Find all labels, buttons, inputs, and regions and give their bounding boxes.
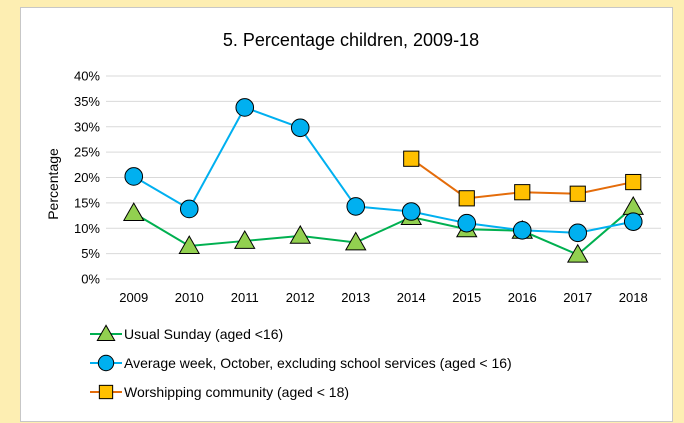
legend-item: Worshipping community (aged < 18) [90,384,349,400]
triangle-marker [566,243,589,263]
x-tick-label: 2018 [619,290,648,305]
circle-marker [235,98,255,117]
x-tick-label: 2013 [341,290,370,305]
square-marker [403,150,420,167]
y-tick-label: 15% [74,195,100,210]
y-axis-title: Percentage [45,148,61,220]
y-tick-label: 35% [74,94,100,109]
y-axis-ticks: 0% 5% 10% 15% 20% 25% 30% 35% 40% [74,69,100,287]
series-line [133,206,634,256]
y-tick-label: 40% [74,69,100,84]
x-tick-label: 2010 [175,290,204,305]
series-line [133,106,634,234]
legend-item: Average week, October, excluding school … [90,354,512,372]
circle-marker [124,167,144,186]
x-tick-label: 2016 [508,290,537,305]
square-marker [514,184,531,201]
circle-marker [401,202,421,221]
square-marker [625,173,642,191]
chart-title: 5. Percentage children, 2009-18 [223,30,479,50]
x-tick-label: 2015 [452,290,481,305]
legend-label: Worshipping community (aged < 18) [124,384,349,400]
series-3 [403,150,642,207]
y-tick-label: 5% [81,246,100,261]
legend: Usual Sunday (aged <16) Average week, Oct… [90,324,512,400]
y-tick-label: 10% [74,221,100,236]
triangle-marker [622,196,645,215]
x-tick-label: 2011 [231,290,259,305]
series-2 [124,98,643,243]
triangle-marker [233,230,256,249]
circle-marker [512,220,532,240]
chart-panel: 5. Percentage children, 2009-18 Percenta… [20,7,673,422]
y-tick-label: 0% [81,272,100,287]
y-tick-label: 20% [74,170,100,185]
triangle-marker [289,224,312,244]
circle-marker [346,197,366,216]
square-marker [458,190,475,207]
circle-marker [97,354,115,372]
x-axis-ticks: 2009 2010 2011 2012 2013 2014 2015 2016 2017 2018 [119,290,647,305]
square-marker [98,384,114,400]
circle-marker [290,118,310,138]
y-tick-label: 30% [74,119,100,134]
triangle-marker [96,324,116,342]
legend-label: Usual Sunday (aged <16) [124,326,283,342]
triangle-marker [178,235,201,254]
triangle-marker [122,202,145,221]
x-tick-label: 2014 [397,290,426,305]
circle-marker [179,199,199,219]
circle-marker [568,223,588,243]
circle-marker [623,212,643,231]
triangle-marker [344,231,367,251]
series-1 [122,196,645,263]
legend-item: Usual Sunday (aged <16) [90,324,283,342]
legend-label: Average week, October, excluding school … [124,355,512,371]
x-tick-label: 2017 [563,290,592,305]
square-marker [569,185,586,202]
y-tick-label: 25% [74,145,100,160]
line-chart: 5. Percentage children, 2009-18 Percenta… [45,30,661,400]
x-tick-label: 2012 [286,290,315,305]
x-tick-label: 2009 [119,290,148,305]
series-layer [122,98,645,263]
circle-marker [457,213,477,233]
